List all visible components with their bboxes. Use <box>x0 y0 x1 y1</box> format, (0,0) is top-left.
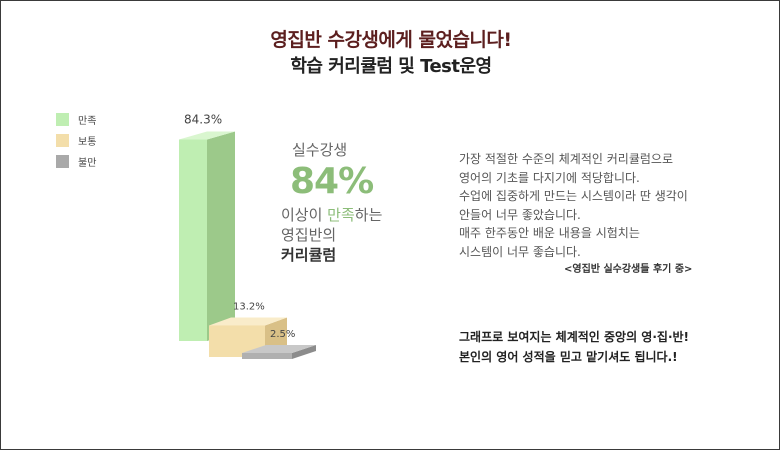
legend-item-dissatisfied: 불만 <box>56 152 96 171</box>
legend-swatch-satisfied <box>56 113 69 126</box>
callout-line-3: 커리큘럼 <box>281 246 337 264</box>
page-subtitle: 학습 커리큘럼 및 Test운영 <box>290 56 492 77</box>
data-label-neutral: 13.2% <box>233 301 265 312</box>
bar-top-dissatisfied <box>242 345 316 353</box>
bar-top-neutral <box>209 317 287 326</box>
data-label-dissatisfied: 2.5% <box>270 329 295 340</box>
review-line: 수업에 집중하게 만드는 시스템이라 딴 생각이 <box>459 189 688 203</box>
review-text: 가장 적절한 수준의 체계적인 커리큘럼으로 영어의 기초를 다지기에 적당합니… <box>459 150 688 261</box>
review-line: 시스템이 너무 좋습니다. <box>459 244 581 259</box>
bar-satisfied <box>179 139 207 341</box>
data-label-satisfied: 84.3% <box>184 113 222 127</box>
callout-line-1-pre: 이상이 <box>281 206 328 224</box>
closing-line-2: 본인의 영어 성적을 믿고 맡기셔도 됩니다.! <box>459 350 678 364</box>
legend-swatch-dissatisfied <box>56 155 69 168</box>
closing-line-1: 그래프로 보여지는 체계적인 중앙의 영·집·반! <box>459 330 690 344</box>
chart-legend: 만족 보통 불만 <box>56 110 96 173</box>
review-line: 가장 적절한 수준의 체계적인 커리큘럼으로 <box>459 152 673 166</box>
bar-side-dissatisfied <box>292 345 316 359</box>
bar-dissatisfied <box>242 353 292 359</box>
bar-side-satisfied <box>207 131 235 341</box>
legend-label-neutral: 보통 <box>78 137 97 148</box>
callout-line-2: 영집반의 <box>281 226 337 244</box>
legend-label-dissatisfied: 불만 <box>78 158 97 169</box>
callout-line-1-post: 하는 <box>354 206 383 224</box>
legend-item-neutral: 보통 <box>56 131 96 150</box>
callout-line-1: 이상이 만족하는 <box>281 204 382 225</box>
legend-label-satisfied: 만족 <box>78 116 97 127</box>
review-line: 매주 한주동안 배운 내용을 시험치는 <box>459 226 640 240</box>
callout-line-1-highlight: 만족 <box>327 206 355 224</box>
review-source: <영집반 실수강생들 후기 중> <box>564 264 693 275</box>
legend-item-satisfied: 만족 <box>56 110 96 129</box>
closing-text: 그래프로 보여지는 체계적인 중앙의 영·집·반! 본인의 영어 성적을 믿고 … <box>459 327 689 367</box>
callout-label: 실수강생 <box>292 141 348 159</box>
review-line: 안들어 너무 좋았습니다. <box>459 207 581 222</box>
legend-swatch-neutral <box>56 134 69 147</box>
review-line: 영어의 기초를 다지기에 적당합니다. <box>459 170 640 185</box>
callout-percent: 84% <box>290 161 374 202</box>
bar-top-satisfied <box>179 131 235 140</box>
page-title: 영집반 수강생에게 물었습니다! <box>270 29 512 51</box>
